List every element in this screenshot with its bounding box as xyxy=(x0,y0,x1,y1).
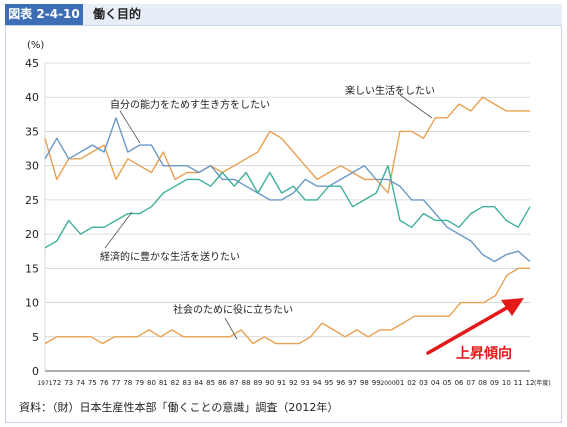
series-label: 自分の能力をためす生き方をしたい xyxy=(110,98,270,111)
x-tick-label: 81 xyxy=(159,379,168,387)
x-tick-label: 01 xyxy=(395,379,404,387)
x-tick-label: 82 xyxy=(171,379,180,387)
x-tick-label: 94 xyxy=(313,379,322,387)
y-tick-label: 10 xyxy=(25,297,39,310)
x-tick-label: 73 xyxy=(64,379,73,387)
y-tick-label: 45 xyxy=(25,57,39,70)
header-background xyxy=(5,4,562,26)
figure-frame xyxy=(5,4,562,423)
x-tick-label: 1971 xyxy=(37,380,52,387)
x-tick-label: 09 xyxy=(490,379,499,387)
x-tick-label: 87 xyxy=(230,379,239,387)
label-leader-line xyxy=(399,94,433,119)
x-tick-label: 79 xyxy=(135,379,144,387)
series-label: 楽しい生活をしたい xyxy=(345,84,435,97)
x-tick-label: 72 xyxy=(52,379,61,387)
trend-arrow-head xyxy=(501,298,524,316)
x-tick-label: 2000 xyxy=(380,380,395,387)
y-tick-label: 5 xyxy=(32,331,39,344)
x-tick-label: 08 xyxy=(478,379,487,387)
figure-number-label: 図表 2-4-10 xyxy=(5,4,83,25)
y-tick-label: 0 xyxy=(32,365,39,378)
series-line-1 xyxy=(44,96,530,194)
y-tick-label: 40 xyxy=(25,91,39,104)
x-tick-label: 95 xyxy=(324,379,333,387)
series-line-2 xyxy=(44,117,531,263)
x-tick-label: 97 xyxy=(348,379,357,387)
x-tick-label: 03 xyxy=(419,379,428,387)
y-tick-label: 30 xyxy=(25,160,39,173)
series-line-3 xyxy=(44,164,531,249)
label-leader-line xyxy=(119,110,141,144)
y-tick-label: 20 xyxy=(25,228,39,241)
x-tick-label: 76 xyxy=(100,379,109,387)
label-leader-line xyxy=(104,211,133,249)
y-tick-label: 15 xyxy=(25,262,39,275)
x-tick-label: 86 xyxy=(218,379,227,387)
x-tick-label: 84 xyxy=(194,379,203,387)
source-note: 資料：（財）日本生産性本部「働くことの意識」調査（2012年） xyxy=(19,401,339,414)
x-tick-label: 06 xyxy=(455,379,464,387)
trend-arrow-shaft xyxy=(426,304,512,355)
x-tick-label: 88 xyxy=(242,379,251,387)
x-tick-label: 85 xyxy=(206,379,215,387)
x-tick-label: 10 xyxy=(502,379,511,387)
x-tick-label: 83 xyxy=(182,379,191,387)
trend-annotation: 上昇傾向 xyxy=(456,345,512,362)
x-tick-label: 93 xyxy=(301,379,310,387)
x-tick-label: 02 xyxy=(407,379,416,387)
series-line-4 xyxy=(44,267,530,345)
figure-title: 働く目的 xyxy=(93,7,142,21)
x-tick-label: 80 xyxy=(147,379,156,387)
x-tick-label: 90 xyxy=(265,379,274,387)
y-tick-label: 35 xyxy=(25,125,39,138)
series-label: 経済的に豊かな生活を送りたい xyxy=(100,250,240,263)
x-tick-label: 89 xyxy=(253,379,262,387)
x-tick-label: 05 xyxy=(443,379,452,387)
x-tick-label: 92 xyxy=(289,379,298,387)
x-tick-label: 78 xyxy=(123,379,132,387)
x-tick-label: 99 xyxy=(372,379,381,387)
figure-header: 図表 2-4-10 働く目的 xyxy=(5,4,562,26)
x-tick-label: 98 xyxy=(360,379,369,387)
x-tick-label: 74 xyxy=(76,379,85,387)
label-leader-line xyxy=(224,317,238,340)
x-tick-label: 04 xyxy=(431,379,440,387)
x-tick-label: 91 xyxy=(277,379,286,387)
x-tick-label: 75 xyxy=(88,379,97,387)
x-unit-suffix: (年度) xyxy=(534,379,551,387)
x-tick-label: 96 xyxy=(336,379,345,387)
x-tick-label: 12 xyxy=(526,379,535,387)
x-tick-label: 77 xyxy=(112,379,121,387)
x-tick-label: 11 xyxy=(514,379,523,387)
x-tick-label: 07 xyxy=(466,379,475,387)
series-label: 社会のために役に立ちたい xyxy=(173,303,293,316)
y-tick-label: 25 xyxy=(25,194,39,207)
y-unit-label: (%) xyxy=(27,40,44,51)
